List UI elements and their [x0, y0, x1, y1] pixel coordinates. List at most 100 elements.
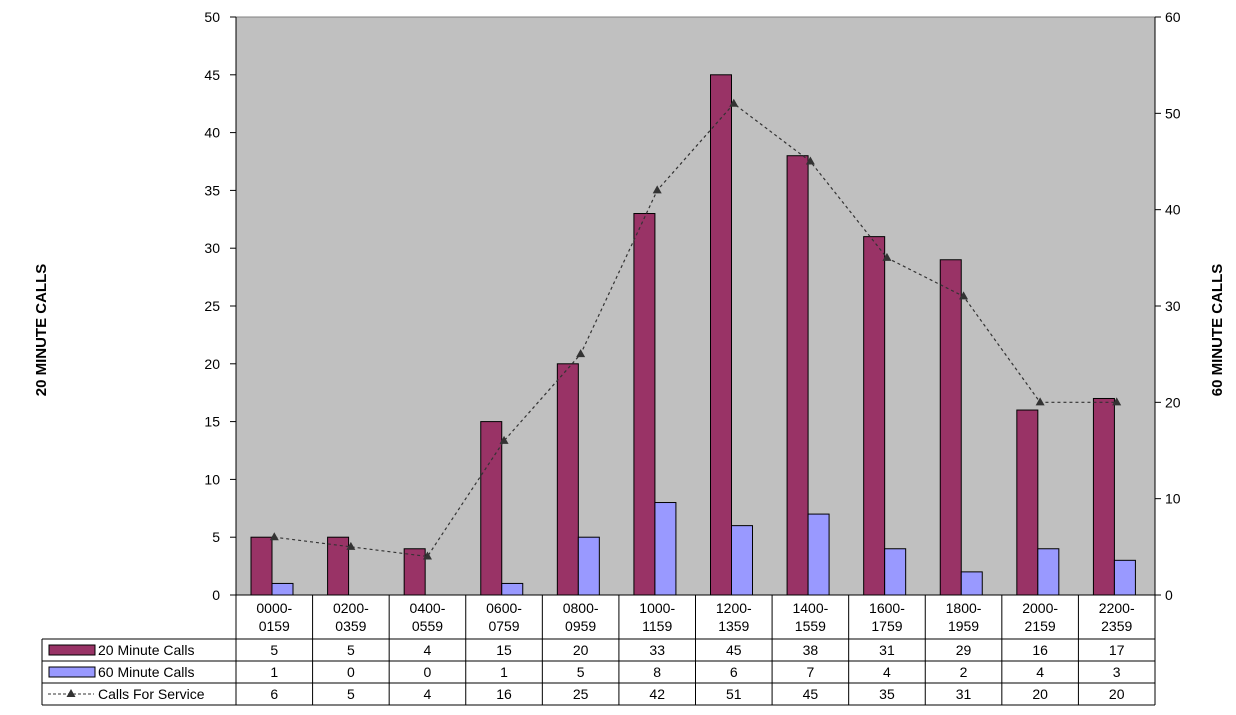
table-cell-1-8: 4 [883, 664, 891, 680]
table-cell-1-7: 7 [806, 664, 814, 680]
x-tick-label-0: 0000- [256, 600, 292, 616]
calls-for-service-point-5 [652, 185, 662, 194]
table-cell-2-0: 6 [270, 686, 278, 702]
table-cell-2-8: 35 [879, 686, 895, 702]
x-tick-label-6-line2: 1359 [718, 618, 749, 634]
calls-for-service-point-10 [1035, 397, 1045, 406]
table-cell-2-6: 51 [726, 686, 742, 702]
x-tick-label-7-line2: 1559 [795, 618, 826, 634]
bar-20min-1 [327, 536, 350, 596]
y-left-tick-label: 40 [204, 125, 220, 141]
table-cell-2-1: 5 [347, 686, 355, 702]
y-left-tick-label: 45 [204, 67, 220, 83]
x-tick-label-1: 0200- [333, 600, 369, 616]
bar-20min-2 [403, 548, 426, 596]
calls-for-service-point-0 [269, 532, 279, 541]
table-cell-0-5: 33 [649, 642, 665, 658]
table-cell-2-9: 31 [956, 686, 972, 702]
y-axis-left-title: 20 MINUTE CALLS [33, 264, 50, 397]
x-tick-label-11: 2200- [1099, 600, 1135, 616]
bar-60min-10 [1037, 548, 1060, 596]
x-tick-label-8-line2: 1759 [871, 618, 902, 634]
y-left-tick-label: 50 [204, 9, 220, 25]
table-cell-2-5: 42 [649, 686, 665, 702]
calls-for-service-point-9 [959, 291, 969, 300]
table-cell-0-3: 15 [496, 642, 512, 658]
y-right-tick-label: 10 [1165, 491, 1181, 507]
table-cell-0-6: 45 [726, 642, 742, 658]
y-right-tick-label: 60 [1165, 9, 1181, 25]
table-cell-0-4: 20 [573, 642, 589, 658]
x-tick-label-1-line2: 0359 [335, 618, 366, 634]
table-cell-1-0: 1 [270, 664, 278, 680]
x-tick-label-10-line2: 2159 [1025, 618, 1056, 634]
bar-20min-3 [480, 421, 503, 596]
calls-for-service-point-7 [805, 156, 815, 165]
calls-for-service-point-6 [729, 98, 739, 107]
y-right-tick-label: 20 [1165, 394, 1181, 410]
table-cell-0-9: 29 [956, 642, 972, 658]
table-cell-1-4: 5 [577, 664, 585, 680]
bar-20min-9 [939, 259, 962, 596]
table-cell-2-7: 45 [803, 686, 819, 702]
x-tick-label-7: 1400- [792, 600, 828, 616]
table-cell-0-11: 17 [1109, 642, 1125, 658]
x-tick-label-2-line2: 0559 [412, 618, 443, 634]
table-cell-0-8: 31 [879, 642, 895, 658]
bar-60min-3 [501, 582, 524, 596]
table-cell-1-10: 4 [1036, 664, 1044, 680]
y-right-tick-label: 50 [1165, 105, 1181, 121]
y-left-tick-label: 0 [212, 587, 220, 603]
x-tick-label-6: 1200- [716, 600, 752, 616]
table-cell-1-11: 3 [1113, 664, 1121, 680]
table-cell-1-6: 6 [730, 664, 738, 680]
x-tick-label-4-line2: 0959 [565, 618, 596, 634]
x-tick-label-5: 1000- [639, 600, 675, 616]
x-tick-label-4: 0800- [563, 600, 599, 616]
bar-20min-6 [710, 74, 732, 596]
bar-60min-6 [731, 525, 753, 596]
x-tick-label-0-line2: 0159 [259, 618, 290, 634]
legend-label-0: 20 Minute Calls [98, 642, 195, 658]
y-left-tick-label: 5 [212, 529, 220, 545]
y-left-tick-label: 20 [204, 356, 220, 372]
table-cell-0-10: 16 [1032, 642, 1048, 658]
legend-label-2: Calls For Service [98, 686, 205, 702]
legend-key-0 [48, 644, 96, 656]
table-cell-2-11: 20 [1109, 686, 1125, 702]
x-tick-label-9: 1800- [946, 600, 982, 616]
plot-area [235, 16, 1156, 596]
table-cell-0-1: 5 [347, 642, 355, 658]
x-tick-label-9-line2: 1959 [948, 618, 979, 634]
y-right-tick-label: 30 [1165, 298, 1181, 314]
table-cell-1-2: 0 [424, 664, 432, 680]
bar-20min-5 [633, 213, 656, 596]
x-tick-label-8: 1600- [869, 600, 905, 616]
table-cell-1-3: 1 [500, 664, 508, 680]
bar-60min-4 [577, 536, 600, 596]
calls-for-service-point-3 [499, 435, 509, 444]
table-cell-2-4: 25 [573, 686, 589, 702]
legend-label-1: 60 Minute Calls [98, 664, 195, 680]
bar-60min-11 [1113, 559, 1136, 596]
bar-20min-4 [556, 363, 579, 596]
legend-key-1 [48, 666, 96, 678]
bar-60min-9 [960, 571, 983, 596]
table-cell-1-5: 8 [653, 664, 661, 680]
y-axis-right-title: 60 MINUTE CALLS [1209, 264, 1226, 397]
bar-20min-11 [1092, 397, 1115, 596]
calls-for-service-point-4 [576, 349, 586, 358]
table-cell-2-3: 16 [496, 686, 512, 702]
bar-20min-8 [863, 236, 886, 596]
x-tick-label-3: 0600- [486, 600, 522, 616]
table-cell-0-2: 4 [424, 642, 432, 658]
x-tick-label-5-line2: 1159 [642, 618, 672, 634]
y-left-tick-label: 30 [204, 240, 220, 256]
table-cell-2-2: 4 [424, 686, 432, 702]
calls-for-service-point-11 [1112, 397, 1122, 406]
table-cell-1-9: 2 [960, 664, 968, 680]
bar-60min-8 [884, 548, 907, 596]
x-tick-label-2: 0400- [410, 600, 446, 616]
bar-60min-0 [271, 582, 294, 596]
